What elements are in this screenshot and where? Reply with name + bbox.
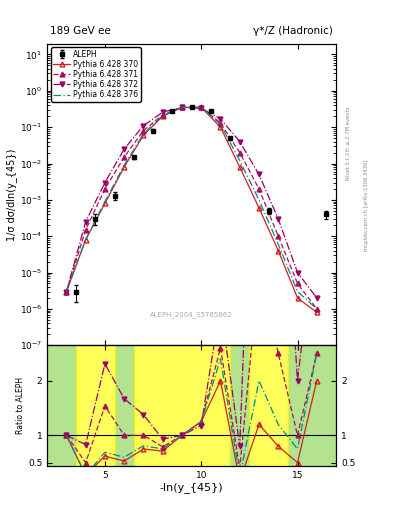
Pythia 6.428 372: [237, 139, 242, 145]
Pythia 6.428 370: [295, 295, 300, 301]
Bar: [250, 345, 288, 466]
Line: Pythia 6.428 376: Pythia 6.428 376: [66, 108, 317, 309]
Pythia 6.428 371: [257, 186, 261, 192]
Pythia 6.428 372: [122, 146, 127, 152]
Pythia 6.428 376: [257, 197, 261, 203]
Legend: ALEPH, Pythia 6.428 370, Pythia 6.428 371, Pythia 6.428 372, Pythia 6.428 376: ALEPH, Pythia 6.428 370, Pythia 6.428 37…: [51, 47, 141, 101]
Bar: [230, 345, 250, 466]
Pythia 6.428 376: [218, 121, 223, 127]
Pythia 6.428 372: [314, 295, 319, 301]
Pythia 6.428 376: [122, 162, 127, 168]
Pythia 6.428 371: [122, 154, 127, 160]
Pythia 6.428 372: [257, 172, 261, 178]
Pythia 6.428 371: [141, 127, 146, 134]
Text: ALEPH_2004_S5765862: ALEPH_2004_S5765862: [150, 312, 233, 318]
Pythia 6.428 370: [141, 132, 146, 138]
Pythia 6.428 372: [64, 288, 69, 294]
Line: Pythia 6.428 371: Pythia 6.428 371: [64, 105, 319, 311]
Pythia 6.428 372: [218, 116, 223, 122]
Pythia 6.428 376: [103, 199, 107, 205]
Pythia 6.428 370: [314, 309, 319, 315]
Pythia 6.428 376: [276, 241, 281, 247]
Pythia 6.428 372: [295, 269, 300, 275]
Pythia 6.428 372: [160, 109, 165, 115]
Line: Pythia 6.428 370: Pythia 6.428 370: [64, 105, 319, 315]
Pythia 6.428 372: [180, 104, 184, 111]
Text: Rivet 3.1.10; ≥ 2.7M events: Rivet 3.1.10; ≥ 2.7M events: [346, 106, 351, 180]
Pythia 6.428 371: [180, 104, 184, 111]
Pythia 6.428 372: [103, 179, 107, 185]
Text: 189 GeV ee: 189 GeV ee: [50, 26, 111, 36]
Pythia 6.428 371: [83, 227, 88, 233]
Y-axis label: 1/σ dσ/dln(y_{45}): 1/σ dσ/dln(y_{45}): [6, 148, 17, 241]
Text: mcplots.cern.ch [arXiv:1306.3436]: mcplots.cern.ch [arXiv:1306.3436]: [364, 159, 369, 250]
Pythia 6.428 370: [83, 237, 88, 243]
Pythia 6.428 370: [276, 248, 281, 254]
Bar: [47, 345, 76, 466]
Pythia 6.428 376: [180, 104, 184, 111]
Pythia 6.428 370: [237, 164, 242, 170]
Bar: [76, 345, 115, 466]
Y-axis label: Ratio to ALEPH: Ratio to ALEPH: [16, 377, 25, 434]
Pythia 6.428 371: [314, 306, 319, 312]
Pythia 6.428 370: [218, 124, 223, 130]
Pythia 6.428 370: [160, 113, 165, 119]
Pythia 6.428 376: [83, 237, 88, 243]
Pythia 6.428 370: [122, 164, 127, 170]
X-axis label: -ln(y_{45}): -ln(y_{45}): [160, 482, 223, 494]
Pythia 6.428 376: [160, 112, 165, 118]
Bar: [134, 345, 230, 466]
Pythia 6.428 376: [64, 288, 69, 294]
Pythia 6.428 376: [141, 131, 146, 137]
Pythia 6.428 371: [276, 233, 281, 239]
Pythia 6.428 372: [141, 122, 146, 129]
Pythia 6.428 371: [160, 112, 165, 118]
Pythia 6.428 371: [295, 281, 300, 287]
Pythia 6.428 370: [64, 288, 69, 294]
Pythia 6.428 371: [218, 120, 223, 126]
Pythia 6.428 370: [103, 200, 107, 206]
Pythia 6.428 376: [199, 104, 204, 111]
Line: Pythia 6.428 372: Pythia 6.428 372: [64, 105, 319, 301]
Pythia 6.428 371: [199, 104, 204, 111]
Pythia 6.428 376: [295, 288, 300, 294]
Pythia 6.428 372: [199, 105, 204, 112]
Pythia 6.428 376: [237, 158, 242, 164]
Pythia 6.428 370: [180, 104, 184, 111]
Pythia 6.428 372: [83, 219, 88, 225]
Pythia 6.428 371: [103, 186, 107, 192]
Pythia 6.428 371: [237, 150, 242, 156]
Text: γ*/Z (Hadronic): γ*/Z (Hadronic): [253, 26, 333, 36]
Pythia 6.428 372: [276, 216, 281, 222]
Bar: [115, 345, 134, 466]
Bar: [288, 345, 336, 466]
Pythia 6.428 370: [199, 104, 204, 111]
Pythia 6.428 370: [257, 205, 261, 211]
Pythia 6.428 376: [314, 306, 319, 312]
Pythia 6.428 371: [64, 288, 69, 294]
